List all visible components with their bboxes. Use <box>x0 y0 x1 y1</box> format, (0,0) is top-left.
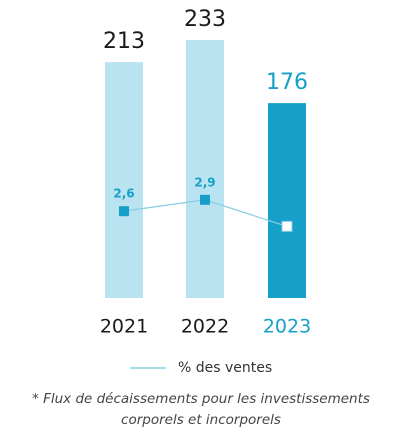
x-tick-label: 2022 <box>181 316 229 338</box>
line-marker <box>119 206 129 217</box>
x-tick-label: 2023 <box>263 316 311 338</box>
bar-value-label: 233 <box>184 7 226 32</box>
footnote: * Flux de décaissements pour les investi… <box>32 391 370 407</box>
footnote: corporels et incorporels <box>121 412 281 428</box>
bar <box>186 40 224 298</box>
line-value-label: 2,2 <box>276 202 297 216</box>
line-marker <box>200 194 210 205</box>
legend-label: % des ventes <box>178 360 272 376</box>
bar-value-label: 176 <box>266 70 308 95</box>
bar <box>105 62 143 299</box>
line-value-label: 2,9 <box>194 175 215 189</box>
x-tick-label: 2021 <box>100 316 148 338</box>
line-marker <box>281 220 293 232</box>
line-value-label: 2,6 <box>113 187 134 201</box>
bar <box>268 103 306 299</box>
bar-value-label: 213 <box>103 29 145 54</box>
